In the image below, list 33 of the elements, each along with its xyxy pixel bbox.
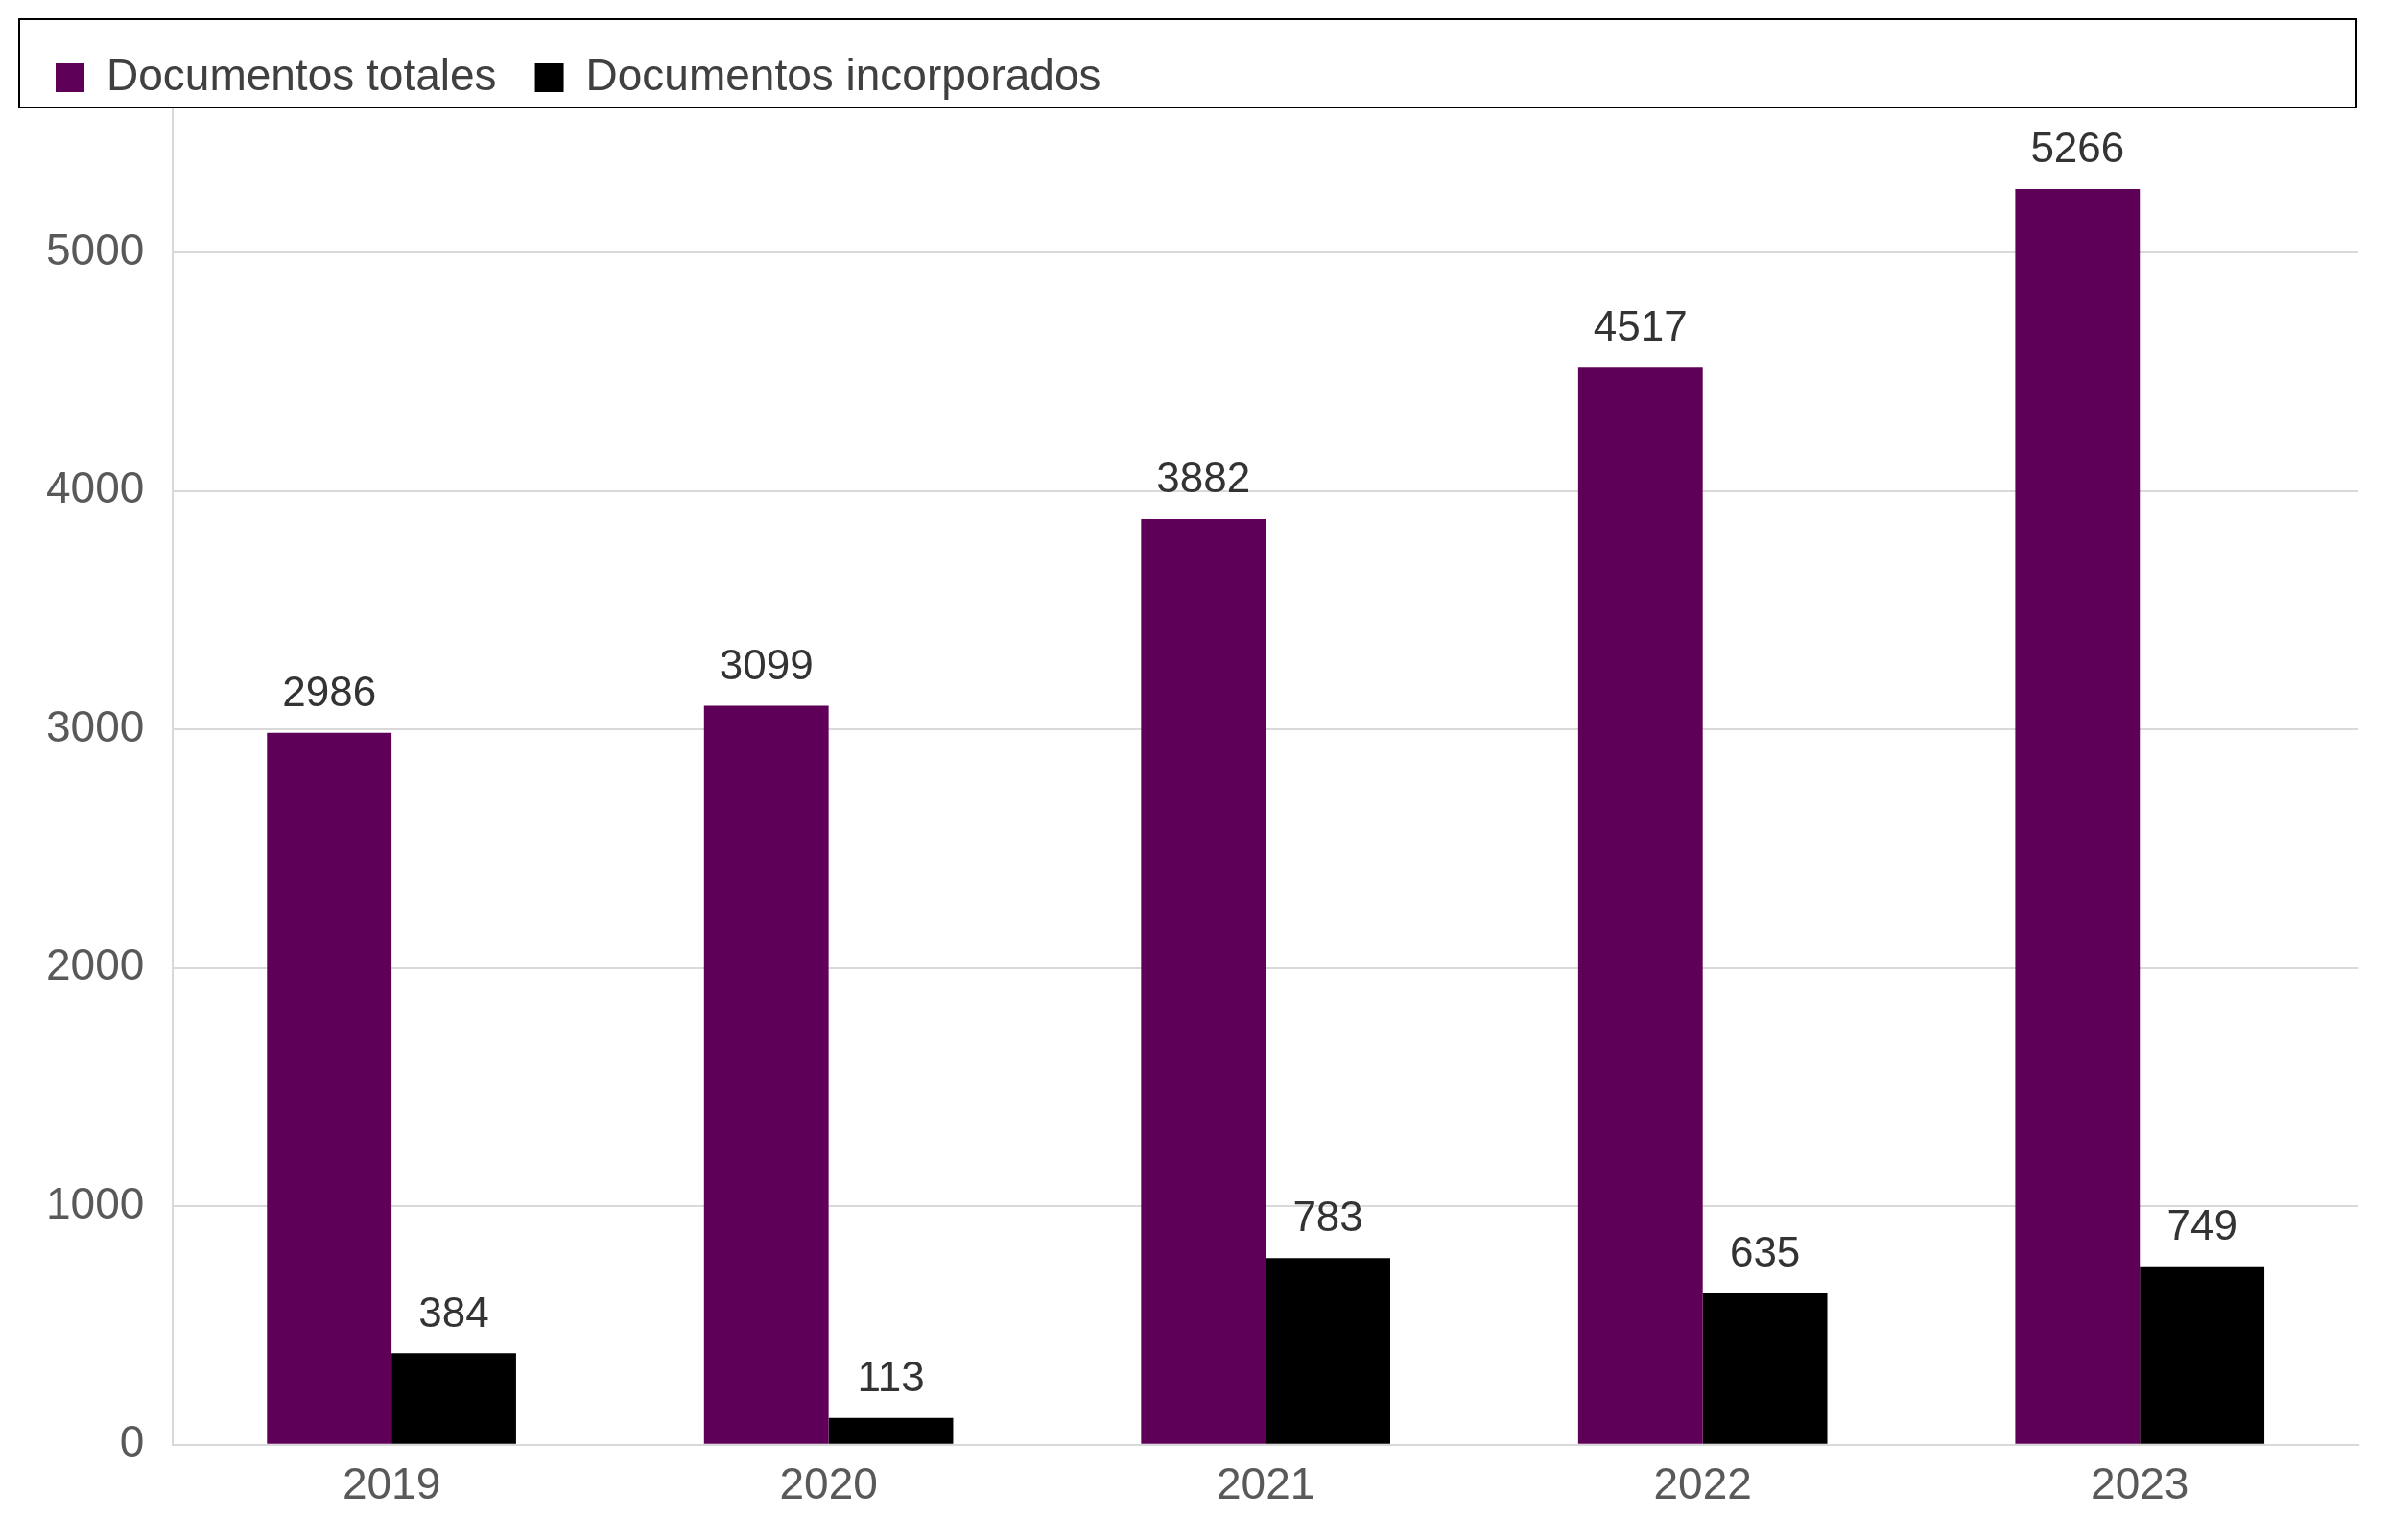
- bar: [1266, 1258, 1390, 1444]
- data-label: 384: [418, 1288, 489, 1336]
- legend-label: Documentos totales: [106, 49, 497, 100]
- y-tick-label: 1000: [45, 1177, 145, 1228]
- bar: [267, 732, 392, 1444]
- data-label: 635: [1729, 1228, 1801, 1276]
- bar: [1577, 367, 1703, 1444]
- bar: [828, 1417, 954, 1444]
- y-tick-label: 5000: [45, 224, 145, 274]
- data-label: 749: [2166, 1200, 2237, 1248]
- data-label: 4517: [1593, 302, 1688, 350]
- y-tick-label: 3000: [45, 700, 145, 751]
- y-tick-label: 4000: [45, 462, 145, 513]
- data-label: 783: [1292, 1193, 1363, 1241]
- x-tick-label: 2020: [779, 1458, 878, 1509]
- data-label: 2986: [282, 667, 377, 715]
- x-tick-label: 2022: [1653, 1458, 1752, 1509]
- legend-label: Documentos incorporados: [585, 49, 1101, 100]
- data-label: 3882: [1156, 454, 1251, 502]
- y-tick-label: 0: [119, 1416, 145, 1467]
- y-tick-label: 2000: [45, 939, 145, 990]
- bar: [703, 705, 829, 1444]
- data-label: 113: [857, 1352, 925, 1400]
- bar: [2140, 1266, 2265, 1444]
- bar: [391, 1353, 516, 1444]
- data-label: 5266: [2030, 124, 2125, 172]
- data-label: 3099: [719, 640, 814, 688]
- bar: [2015, 189, 2141, 1444]
- x-tick-label: 2021: [1216, 1458, 1315, 1509]
- bar: [1702, 1292, 1828, 1444]
- x-tick-label: 2023: [2091, 1458, 2189, 1509]
- x-tick-label: 2019: [342, 1458, 441, 1509]
- bar: [1141, 518, 1266, 1444]
